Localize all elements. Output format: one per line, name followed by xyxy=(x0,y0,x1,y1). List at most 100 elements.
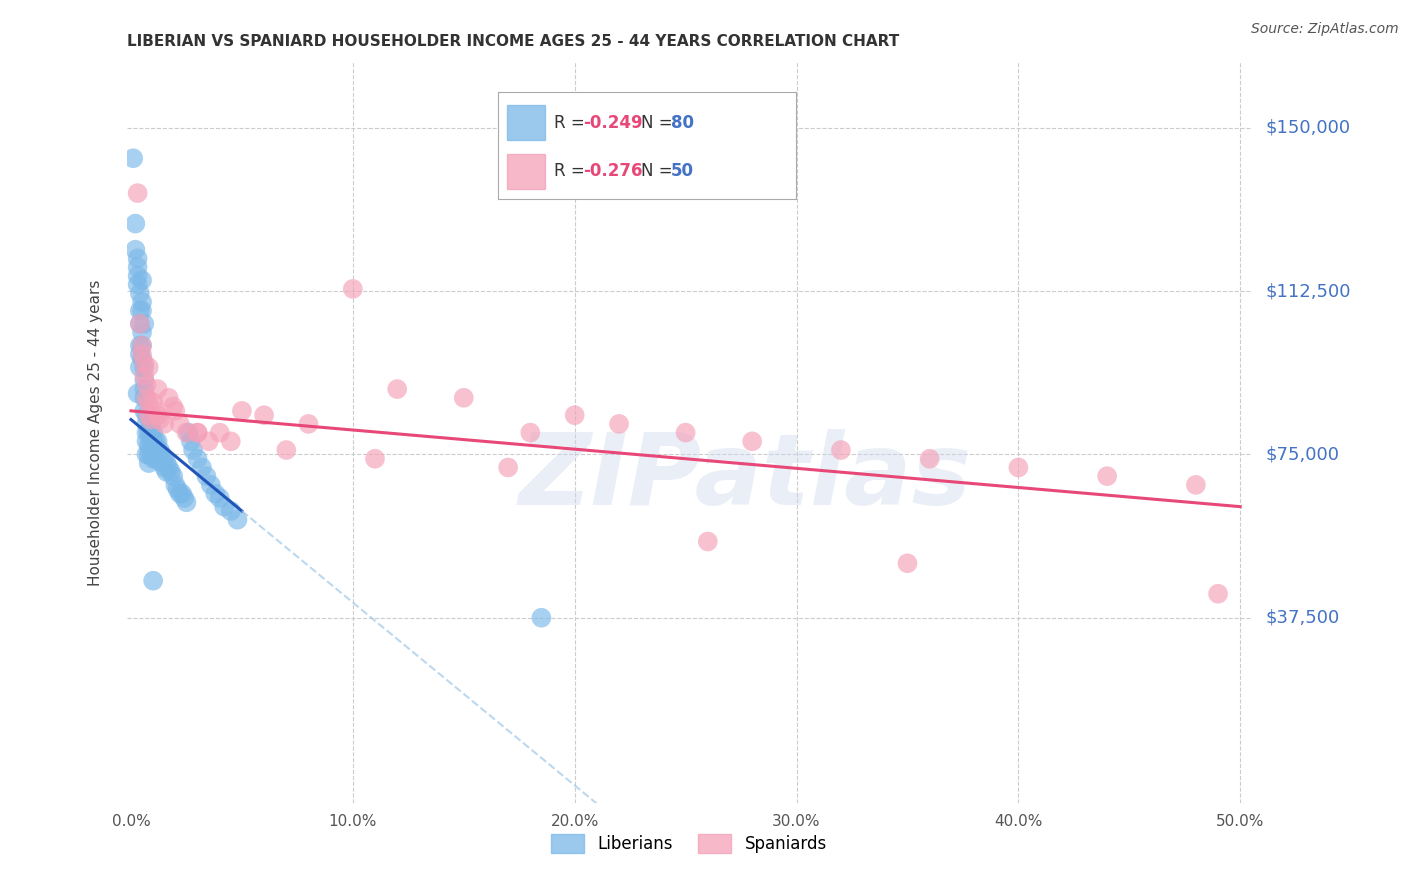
Point xyxy=(153,451,176,466)
Point xyxy=(162,400,184,414)
Point xyxy=(1007,460,1029,475)
Text: Source: ZipAtlas.com: Source: ZipAtlas.com xyxy=(1251,22,1399,37)
Text: $150,000: $150,000 xyxy=(1265,119,1350,136)
Point xyxy=(122,151,145,165)
Point xyxy=(146,408,169,422)
Point xyxy=(146,451,169,466)
Point xyxy=(157,460,180,475)
Point xyxy=(387,382,409,396)
Point xyxy=(675,425,697,440)
Point xyxy=(139,417,162,431)
Point xyxy=(153,460,176,475)
Point xyxy=(741,434,763,449)
Point xyxy=(166,482,188,496)
Point xyxy=(150,456,173,470)
Point xyxy=(127,268,149,283)
Point xyxy=(149,412,172,426)
Point xyxy=(135,417,157,431)
Point xyxy=(128,338,150,352)
Point xyxy=(276,443,298,458)
Point xyxy=(896,556,918,570)
Point xyxy=(135,434,157,449)
Point xyxy=(145,404,167,418)
Point xyxy=(149,443,172,458)
Point xyxy=(212,500,235,514)
Point xyxy=(564,408,586,422)
Point xyxy=(131,347,153,361)
Point xyxy=(139,443,162,458)
Point xyxy=(169,417,191,431)
Point xyxy=(139,434,162,449)
Text: LIBERIAN VS SPANIARD HOUSEHOLDER INCOME AGES 25 - 44 YEARS CORRELATION CHART: LIBERIAN VS SPANIARD HOUSEHOLDER INCOME … xyxy=(127,34,898,49)
Point xyxy=(131,338,153,352)
Point xyxy=(519,425,541,440)
Point xyxy=(607,417,630,431)
Point xyxy=(128,286,150,301)
Point xyxy=(134,382,156,396)
Point xyxy=(162,469,184,483)
Point xyxy=(253,408,276,422)
Point xyxy=(208,491,231,505)
Point xyxy=(177,425,200,440)
Point xyxy=(146,434,169,449)
Point xyxy=(219,504,242,518)
Point xyxy=(127,260,149,274)
Point xyxy=(142,425,165,440)
Point xyxy=(142,443,165,458)
Point xyxy=(127,252,149,266)
Point xyxy=(173,491,195,505)
Point xyxy=(138,447,160,461)
Point xyxy=(124,243,146,257)
Point xyxy=(226,513,249,527)
Point xyxy=(146,443,169,458)
Point xyxy=(138,456,160,470)
Point xyxy=(142,451,165,466)
Point xyxy=(155,456,177,470)
Point xyxy=(134,373,156,387)
Point xyxy=(134,356,156,370)
Point xyxy=(131,326,153,340)
Point xyxy=(135,425,157,440)
Text: $37,500: $37,500 xyxy=(1265,608,1340,627)
Point xyxy=(127,277,149,292)
Point xyxy=(134,404,156,418)
Point xyxy=(364,451,387,466)
Point xyxy=(135,391,157,405)
Point xyxy=(131,338,153,352)
Point xyxy=(128,317,150,331)
Y-axis label: Householder Income Ages 25 - 44 years: Householder Income Ages 25 - 44 years xyxy=(89,279,103,586)
Point xyxy=(135,377,157,392)
Point xyxy=(142,395,165,409)
Point xyxy=(138,439,160,453)
Point xyxy=(297,417,319,431)
Point xyxy=(195,469,218,483)
Point xyxy=(128,303,150,318)
Point xyxy=(219,434,242,449)
Point xyxy=(139,425,162,440)
Point xyxy=(127,186,149,200)
Point xyxy=(135,447,157,461)
Point xyxy=(180,434,202,449)
Point xyxy=(145,443,167,458)
Point xyxy=(149,451,172,466)
Point xyxy=(127,386,149,401)
Legend: Liberians, Spaniards: Liberians, Spaniards xyxy=(543,825,835,861)
Point xyxy=(830,443,852,458)
Point xyxy=(176,425,198,440)
Point xyxy=(186,451,208,466)
Point xyxy=(131,295,153,310)
Text: $75,000: $75,000 xyxy=(1265,445,1340,464)
Point xyxy=(204,486,226,500)
Point xyxy=(1095,469,1118,483)
Point xyxy=(138,395,160,409)
Point xyxy=(131,273,153,287)
Point xyxy=(142,574,165,588)
Point xyxy=(186,425,208,440)
Point xyxy=(165,478,187,492)
Point xyxy=(191,460,214,475)
Point xyxy=(1206,587,1229,601)
Point xyxy=(138,360,160,375)
Point xyxy=(169,486,191,500)
Point xyxy=(208,425,231,440)
Point xyxy=(530,610,553,624)
